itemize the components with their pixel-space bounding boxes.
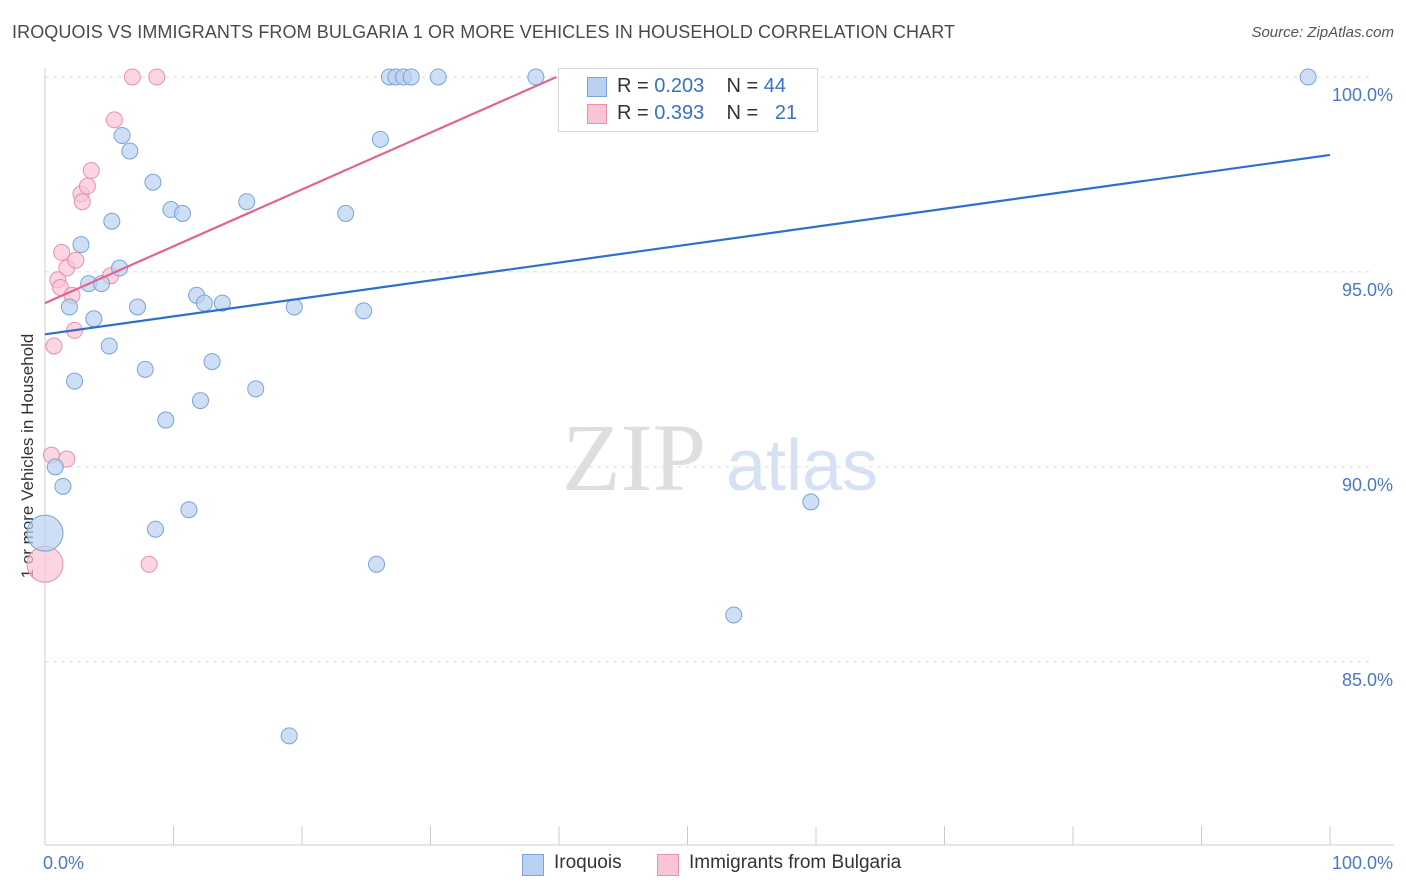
iroquois-point: [247, 380, 265, 398]
legend-label-bulgaria: Immigrants from Bulgaria: [689, 852, 902, 873]
iroquois-point: [60, 298, 78, 316]
legend-r-label: R =: [617, 102, 649, 124]
iroquois-point: [429, 68, 447, 86]
legend-n-value: 44: [763, 75, 787, 97]
iroquois-point: [129, 298, 147, 316]
iroquois-point: [368, 555, 386, 573]
bulgaria-trend-line: [44, 75, 557, 305]
bulgaria-point: [73, 193, 91, 211]
bulgaria-point: [123, 68, 141, 86]
watermark: ZIP atlas: [562, 404, 878, 511]
bulgaria-point: [53, 243, 71, 261]
iroquois-point: [72, 236, 90, 254]
bulgaria-point: [148, 68, 166, 86]
iroquois-point: [355, 302, 373, 320]
chart-title: IROQUOIS VS IMMIGRANTS FROM BULGARIA 1 O…: [12, 22, 956, 42]
axes: [44, 68, 1394, 846]
y-tick-label: 90.0%: [1342, 475, 1393, 495]
iroquois-point: [238, 193, 256, 211]
x-tick-label-max: 100.0%: [1332, 853, 1393, 873]
legend-n-label: N =: [726, 102, 759, 124]
stats-legend: R = 0.203 N = 44 R = 0.393 N = 21: [558, 68, 818, 132]
bulgaria-point: [105, 111, 123, 129]
series-legend: Iroquois Immigrants from Bulgaria: [0, 852, 1406, 878]
bulgaria-point: [45, 337, 63, 355]
bulgaria-point: [140, 555, 158, 573]
iroquois-point: [147, 520, 165, 538]
data-points: [26, 68, 1317, 745]
iroquois-point: [26, 514, 64, 552]
iroquois-point: [85, 310, 103, 328]
bulgaria-point: [26, 545, 64, 583]
iroquois-point: [191, 392, 209, 410]
iroquois-point: [725, 606, 743, 624]
iroquois-point: [100, 337, 118, 355]
tick-labels: 100.0% 95.0% 90.0% 85.0% 0.0% 100.0%: [43, 85, 1393, 873]
iroquois-point: [113, 126, 131, 144]
y-tick-label: 95.0%: [1342, 280, 1393, 300]
legend-r-value: 0.393: [654, 102, 705, 124]
x-tick-label-min: 0.0%: [43, 853, 84, 873]
source-label: Source: ZipAtlas.com: [1251, 24, 1394, 41]
watermark-atlas: atlas: [726, 426, 878, 506]
iroquois-point: [136, 360, 154, 378]
iroquois-trend-line: [44, 153, 1331, 336]
iroquois-point: [180, 501, 198, 519]
iroquois-point: [195, 294, 213, 312]
iroquois-point: [802, 493, 820, 511]
y-tick-label: 100.0%: [1332, 85, 1393, 105]
y-tick-label: 85.0%: [1342, 670, 1393, 690]
iroquois-point: [173, 204, 191, 222]
gridlines: [45, 76, 1370, 663]
legend-r-value: 0.203: [654, 75, 705, 97]
legend-n-value: 21: [774, 102, 798, 124]
bulgaria-point: [67, 251, 85, 269]
iroquois-point: [203, 353, 221, 371]
iroquois-point: [121, 142, 139, 160]
iroquois-point: [103, 212, 121, 230]
legend-swatch-bulgaria: [657, 854, 679, 876]
legend-n-label: N =: [726, 75, 759, 97]
legend-r-label: R =: [617, 75, 649, 97]
iroquois-point: [280, 727, 298, 745]
iroquois-point: [46, 458, 64, 476]
watermark-zip: ZIP: [562, 404, 706, 511]
iroquois-point: [371, 130, 389, 148]
iroquois-point: [54, 477, 72, 495]
legend-swatch-iroquois: [522, 854, 544, 876]
bulgaria-point: [82, 162, 100, 180]
iroquois-point: [337, 204, 355, 222]
iroquois-point: [402, 68, 420, 86]
iroquois-point: [144, 173, 162, 191]
bulgaria-point: [78, 177, 96, 195]
legend-swatch-iroquois: [587, 77, 607, 97]
iroquois-point: [285, 298, 303, 316]
legend-swatch-bulgaria: [587, 104, 607, 124]
iroquois-point: [66, 372, 84, 390]
iroquois-point: [213, 294, 231, 312]
iroquois-point: [157, 411, 175, 429]
iroquois-point: [1299, 68, 1317, 86]
legend-label-iroquois: Iroquois: [554, 852, 622, 873]
trend-lines: [44, 75, 1331, 336]
